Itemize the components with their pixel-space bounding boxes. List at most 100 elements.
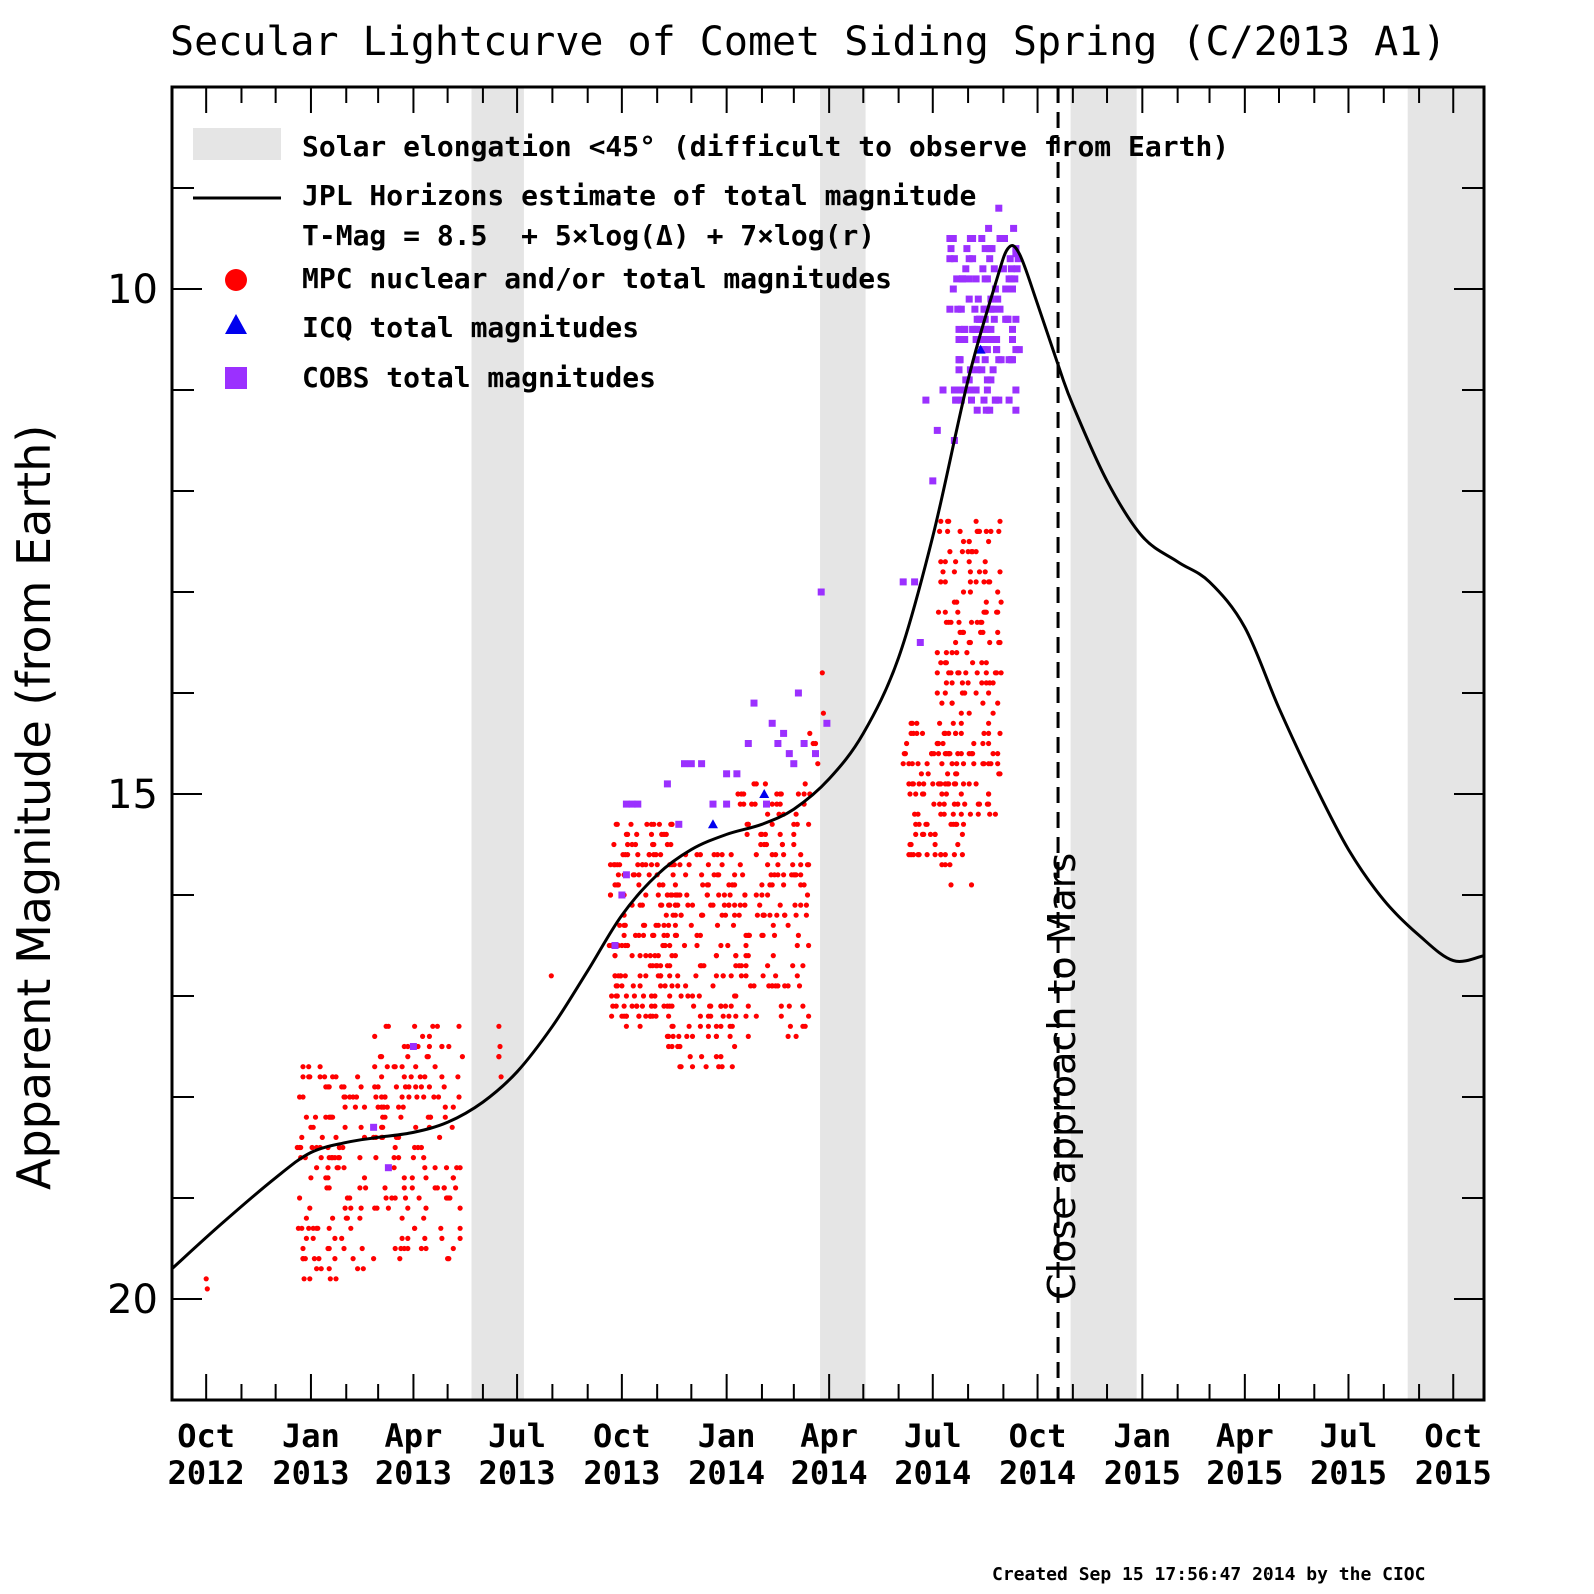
mpc-point-992: [960, 781, 967, 787]
mpc-point-281: [611, 841, 617, 848]
mpc-point-218: [401, 1175, 407, 1181]
mpc-point-209: [439, 1043, 445, 1050]
mpc-point-982: [949, 700, 955, 706]
mpc-point-978: [980, 700, 986, 706]
mpc-point-855: [938, 660, 944, 666]
mpc-point-576: [732, 1043, 738, 1050]
cobs-point-115: [953, 275, 961, 283]
mpc-point-450: [727, 1033, 733, 1039]
mpc-point-261: [432, 1165, 438, 1171]
mpc-point-88: [333, 1276, 339, 1282]
cobs-point-24: [785, 750, 793, 758]
mpc-point-740: [760, 973, 766, 979]
cobs-point-128: [1005, 396, 1013, 404]
mpc-point-61: [314, 1165, 320, 1171]
mpc-point-931: [971, 761, 977, 767]
mpc-point-475: [729, 1023, 735, 1029]
mpc-point-747: [786, 1003, 792, 1009]
mpc-point-0: [204, 1286, 210, 1292]
mpc-point-535: [708, 1013, 714, 1019]
mpc-point-506: [726, 882, 732, 888]
cobs-point-133: [972, 356, 980, 364]
cobs-point-32: [911, 578, 919, 586]
mpc-point-873: [953, 639, 959, 646]
mpc-point-975: [943, 650, 950, 656]
mpc-point-150: [450, 1104, 456, 1110]
mpc-point-277: [548, 973, 554, 979]
mpc-point-119: [322, 1074, 328, 1080]
mpc-point-819: [938, 811, 944, 817]
mpc-point-837: [931, 751, 937, 757]
mpc-point-286: [643, 973, 649, 979]
mpc-point-116: [326, 1185, 332, 1191]
x-tick-month-8: Oct: [1009, 1417, 1067, 1455]
mpc-point-87: [350, 1256, 356, 1262]
mpc-point-724: [775, 872, 781, 878]
mpc-point-146: [405, 1235, 411, 1241]
mpc-point-167: [457, 1225, 463, 1231]
mpc-point-821: [921, 781, 927, 787]
mpc-point-919: [938, 579, 944, 585]
mpc-point-409: [643, 1013, 649, 1019]
y-axis-label: Apparent Magnitude (from Earth): [7, 425, 61, 1190]
mpc-point-321: [643, 953, 649, 959]
mpc-point-633: [791, 831, 797, 838]
mpc-point-853: [959, 680, 966, 686]
mpc-point-93: [348, 1225, 354, 1231]
mpc-point-20: [319, 1134, 325, 1140]
mpc-point-339: [651, 852, 657, 858]
mpc-point-231: [372, 1064, 378, 1070]
mpc-point-575: [711, 872, 717, 878]
mpc-point-124: [437, 1134, 443, 1140]
mpc-point-921: [942, 609, 948, 615]
mpc-point-47: [301, 1276, 307, 1282]
mpc-point-579: [719, 862, 725, 868]
mpc-point-899: [935, 609, 942, 615]
icq-point-0: [707, 819, 718, 829]
mpc-point-487: [675, 973, 681, 979]
x-tick-month-0: Oct: [177, 1417, 235, 1455]
x-tick-year-9: 2015: [1104, 1454, 1181, 1492]
mpc-point-934: [995, 751, 1001, 757]
cobs-point-14: [709, 800, 717, 808]
mpc-point-1010: [997, 639, 1003, 646]
icq-point-2: [975, 344, 986, 354]
mpc-point-741: [792, 902, 798, 908]
mpc-point-447: [629, 841, 635, 848]
mpc-point-662: [743, 1013, 749, 1019]
mpc-point-996: [976, 801, 983, 807]
mpc-point-223: [426, 1084, 432, 1090]
mpc-point-987: [981, 761, 987, 767]
mpc-point-823: [942, 862, 948, 868]
mpc-point-952: [937, 528, 943, 535]
cobs-point-148: [981, 305, 989, 313]
mpc-point-731: [778, 791, 784, 797]
cobs-point-147: [1002, 315, 1010, 323]
mpc-point-525: [718, 1054, 724, 1060]
mpc-point-670: [778, 1013, 784, 1019]
mpc-point-274: [497, 1043, 503, 1050]
mpc-point-404: [662, 942, 668, 949]
x-tick-month-10: Apr: [1216, 1417, 1274, 1455]
mpc-point-659: [781, 872, 787, 878]
mpc-point-272: [496, 1023, 502, 1029]
cobs-point-55: [965, 295, 973, 303]
cobs-point-25: [790, 760, 798, 768]
mpc-point-353: [609, 993, 615, 999]
mpc-point-615: [742, 902, 748, 908]
mars-approach-label: Close approach to Mars: [1040, 853, 1084, 1300]
mpc-point-110: [357, 1185, 363, 1191]
mpc-point-114: [317, 1074, 323, 1080]
mpc-point-83: [358, 1205, 364, 1211]
mpc-point-945: [988, 761, 994, 767]
mpc-point-399: [613, 1003, 619, 1009]
mpc-point-593: [708, 1003, 714, 1009]
mpc-point-34: [312, 1114, 319, 1120]
mpc-point-258: [421, 1094, 427, 1100]
mpc-point-902: [968, 619, 975, 625]
mpc-point-309: [655, 892, 661, 898]
mpc-point-417: [655, 953, 661, 959]
mpc-point-905: [951, 569, 958, 575]
mpc-point-476: [693, 973, 699, 979]
mpc-point-102: [361, 1175, 368, 1181]
